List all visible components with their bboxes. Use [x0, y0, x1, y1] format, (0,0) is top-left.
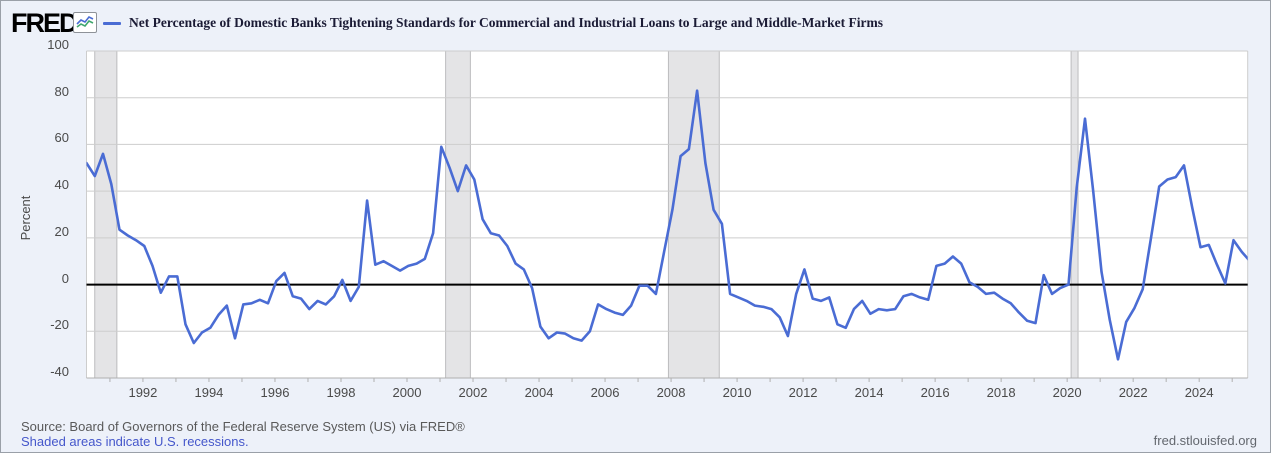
x-tick-label: 1998	[326, 385, 356, 400]
plot-background	[86, 51, 1248, 378]
x-tick-label: 2006	[590, 385, 620, 400]
y-tick-label: 20	[54, 223, 69, 239]
x-tick-label: 2024	[1184, 385, 1214, 400]
x-tick-label: 2020	[1052, 385, 1082, 400]
x-tick-label: 1994	[194, 385, 224, 400]
x-tick-label: 2016	[920, 385, 950, 400]
y-tick-label: 40	[54, 177, 69, 193]
x-tick-label: 2008	[656, 385, 686, 400]
shaded-areas-link[interactable]: Shaded areas indicate U.S. recessions.	[21, 434, 249, 449]
fred-logo[interactable]: FRED.	[11, 8, 97, 40]
y-tick-label: -20	[50, 317, 69, 333]
y-tick-label: 60	[54, 130, 69, 146]
x-tick-label: 2012	[788, 385, 818, 400]
x-tick-label: 2022	[1118, 385, 1148, 400]
legend-label: Net Percentage of Domestic Banks Tighten…	[129, 15, 883, 30]
y-tick-label: 100	[47, 37, 69, 52]
site-url[interactable]: fred.stlouisfed.org	[1153, 433, 1257, 448]
recession-band	[94, 51, 117, 378]
y-tick-label: -40	[50, 364, 69, 379]
x-tick-label: 2014	[854, 385, 884, 400]
x-tick-label: 2018	[986, 385, 1016, 400]
legend-line-swatch	[103, 22, 121, 25]
source-text: Source: Board of Governors of the Federa…	[21, 419, 465, 434]
x-tick-label: 2010	[722, 385, 752, 400]
recession-band	[445, 51, 471, 378]
fred-sparkline-icon	[73, 12, 97, 33]
x-tick-label: 2000	[392, 385, 422, 400]
series-line	[86, 89, 1248, 361]
fred-logo-text: FRED	[11, 8, 78, 38]
y-tick-label: 80	[54, 83, 69, 99]
y-tick-label: 0	[61, 270, 69, 286]
x-tick-label: 1996	[260, 385, 290, 400]
x-tick-label: 2002	[458, 385, 488, 400]
x-tick-label: 2004	[524, 385, 554, 400]
recession-band	[668, 51, 720, 378]
x-tick-label: 1992	[128, 385, 158, 400]
